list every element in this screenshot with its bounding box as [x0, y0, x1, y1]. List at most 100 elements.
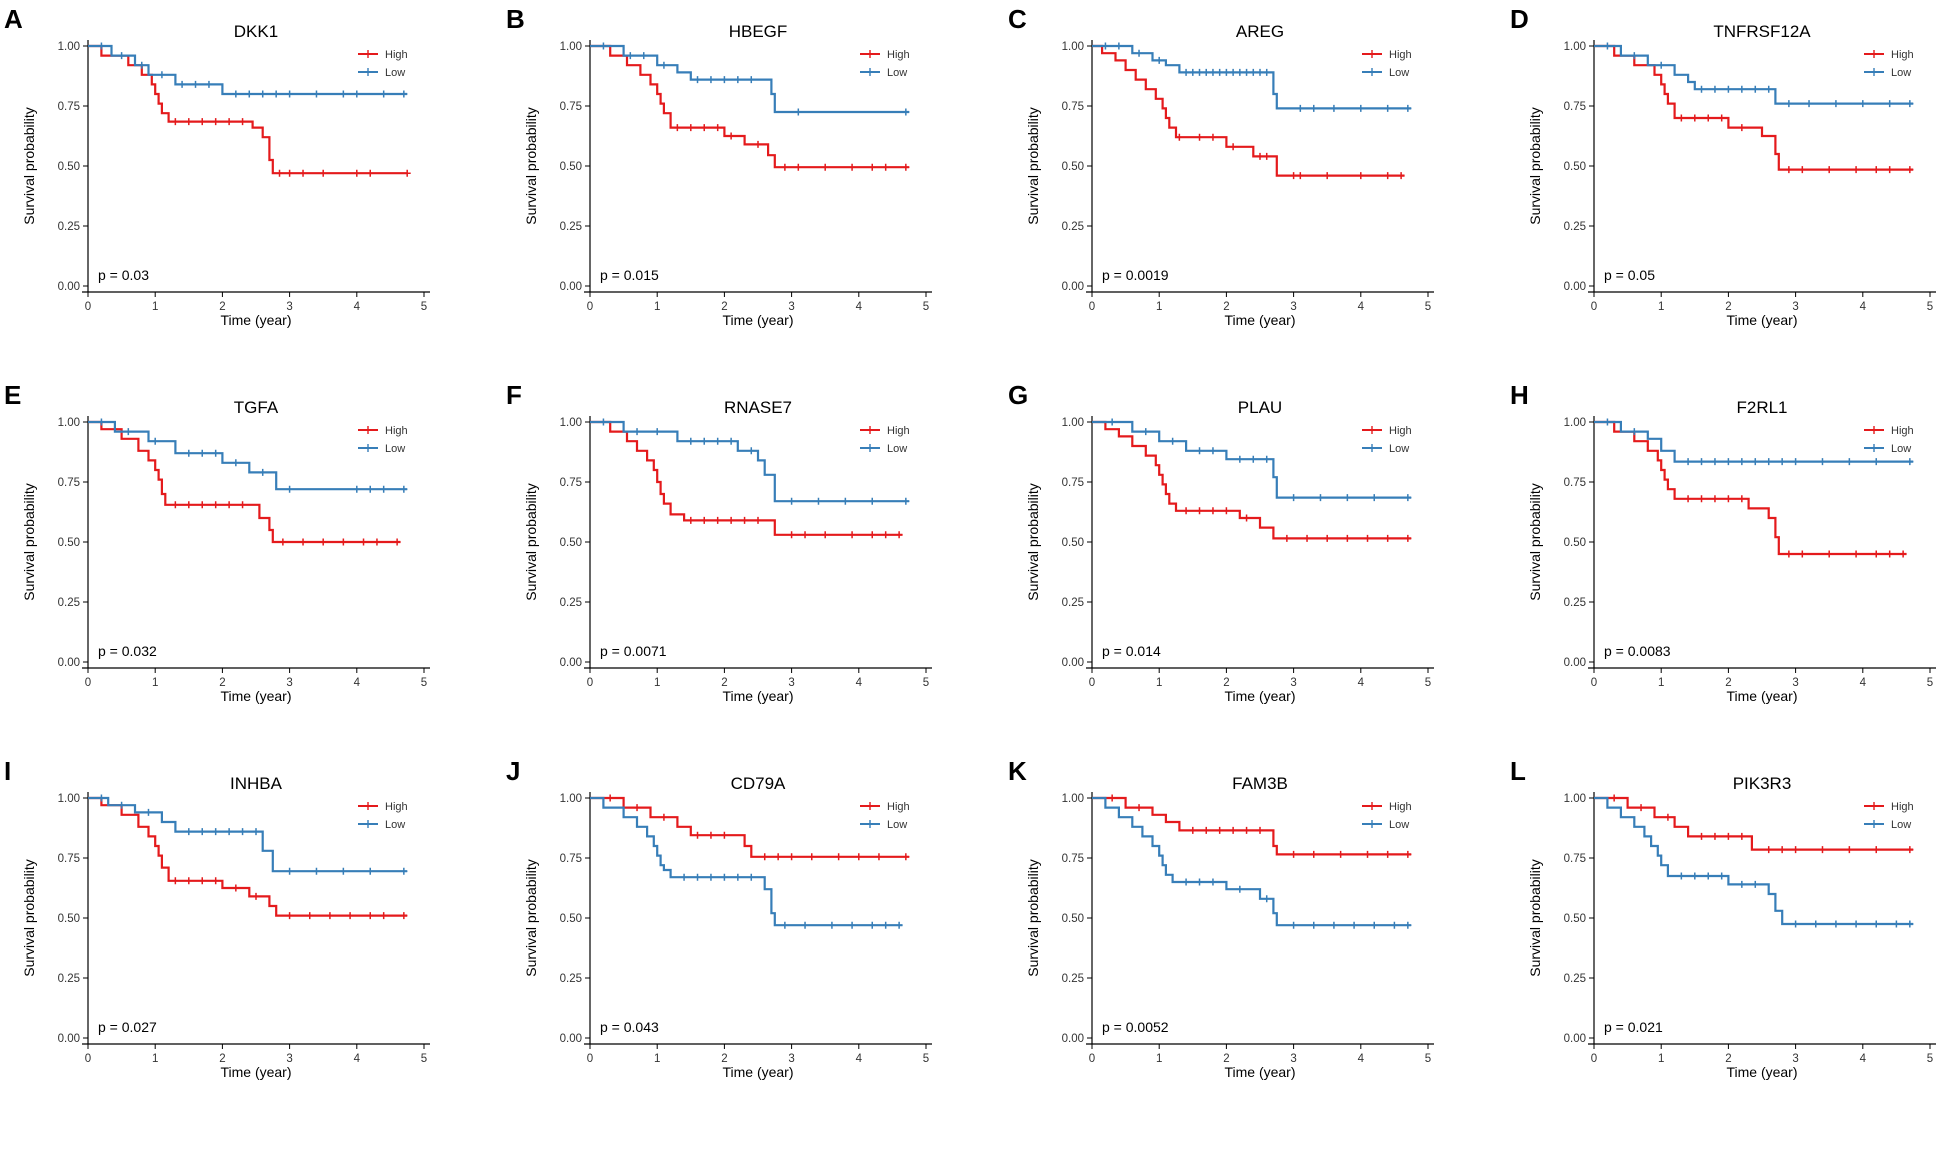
- panel-title: AREG: [1236, 22, 1284, 41]
- censor-mark: [185, 118, 193, 126]
- censor-mark: [720, 76, 728, 84]
- panel-letter: H: [1510, 380, 1529, 410]
- y-tick-label: 0.25: [560, 973, 582, 985]
- censor-mark: [1886, 166, 1894, 174]
- censor-mark: [1303, 534, 1311, 542]
- censor-mark: [1337, 850, 1345, 858]
- km-curve-high: [88, 420, 401, 544]
- censor-mark: [118, 801, 126, 809]
- censor-mark: [400, 485, 408, 493]
- panel-letter: J: [506, 756, 520, 786]
- panel-letter: I: [4, 756, 11, 786]
- y-tick-label: 1.00: [1062, 793, 1084, 805]
- censor-mark: [895, 921, 903, 929]
- censor-mark: [1738, 880, 1746, 888]
- censor-mark: [1691, 114, 1699, 122]
- y-tick-label: 0.00: [1564, 281, 1586, 293]
- censor-mark: [232, 884, 240, 892]
- x-tick-label: 3: [1792, 677, 1798, 689]
- censor-mark: [714, 437, 722, 445]
- y-tick-label: 0.25: [560, 597, 582, 609]
- censor-mark: [1792, 846, 1800, 854]
- km-curve-low: [1092, 420, 1412, 499]
- censor-mark: [788, 531, 796, 539]
- x-axis-label: Time (year): [1224, 1064, 1295, 1080]
- censor-mark: [319, 538, 327, 546]
- x-tick-label: 0: [85, 677, 91, 689]
- censor-mark: [882, 921, 890, 929]
- censor-mark: [727, 516, 735, 524]
- censor-mark: [868, 163, 876, 171]
- censor-mark: [707, 831, 715, 839]
- censor-mark: [1603, 42, 1611, 50]
- censor-mark: [1630, 428, 1638, 436]
- censor-mark: [1630, 52, 1638, 60]
- legend-label-low: Low: [1389, 67, 1409, 79]
- panel-letter: K: [1008, 756, 1027, 786]
- legend-label-high: High: [887, 425, 910, 437]
- km-curve-low: [590, 420, 910, 503]
- censor-mark: [1637, 804, 1645, 812]
- y-tick-label: 1.00: [1564, 793, 1586, 805]
- censor-mark: [660, 813, 668, 821]
- censor-mark: [225, 828, 233, 836]
- x-tick-label: 2: [219, 301, 225, 313]
- x-tick-label: 0: [1089, 1053, 1095, 1065]
- censor-mark: [366, 912, 374, 920]
- censor-mark: [1778, 846, 1786, 854]
- p-value: p = 0.05: [1604, 267, 1655, 283]
- censor-mark: [1310, 921, 1318, 929]
- censor-mark: [808, 853, 816, 861]
- legend-label-low: Low: [1891, 819, 1911, 831]
- censor-mark: [1886, 100, 1894, 108]
- p-value: p = 0.0083: [1604, 643, 1671, 659]
- km-curve-low: [1092, 44, 1412, 110]
- censor-mark: [599, 42, 607, 50]
- p-value: p = 0.027: [98, 1019, 157, 1035]
- censor-mark: [1290, 494, 1298, 502]
- censor-mark: [1236, 455, 1244, 463]
- x-tick-label: 2: [1223, 301, 1229, 313]
- km-curve-low: [88, 796, 408, 873]
- x-axis-label: Time (year): [722, 312, 793, 328]
- censor-mark: [1738, 458, 1746, 466]
- censor-mark: [118, 52, 126, 60]
- censor-mark: [868, 497, 876, 505]
- censor-mark: [1249, 68, 1257, 76]
- y-tick-label: 0.25: [1564, 973, 1586, 985]
- km-curve-low: [1092, 796, 1412, 927]
- censor-mark: [353, 90, 361, 98]
- censor-mark: [1202, 826, 1210, 834]
- censor-mark: [902, 497, 910, 505]
- censor-mark: [1209, 447, 1217, 455]
- km-panel-h: H F2RL1 0.00 0.25 0.50 0.75 1.00 0 1 2 3 4 5 Time (ye…: [1510, 380, 1936, 704]
- censor-mark: [1236, 68, 1244, 76]
- km-curve-high: [1092, 44, 1405, 177]
- y-tick-label: 0.00: [58, 657, 80, 669]
- panel-title: PLAU: [1238, 398, 1282, 417]
- censor-mark: [245, 90, 253, 98]
- x-axis-label: Time (year): [1726, 688, 1797, 704]
- y-axis-label: Survival probability: [1025, 483, 1041, 601]
- y-tick-label: 0.50: [58, 537, 80, 549]
- censor-mark: [1704, 872, 1712, 880]
- censor-mark: [380, 90, 388, 98]
- km-panel-j: J CD79A 0.00 0.25 0.50 0.75 1.00 0 1 2 3 4 5 Time (ye…: [506, 756, 932, 1080]
- x-tick-label: 4: [1358, 301, 1365, 313]
- censor-mark: [1738, 124, 1746, 132]
- y-tick-label: 0.75: [1062, 853, 1084, 865]
- x-tick-label: 0: [85, 301, 91, 313]
- x-tick-label: 2: [721, 301, 727, 313]
- censor-mark: [1872, 920, 1880, 928]
- p-value: p = 0.015: [600, 267, 659, 283]
- censor-mark: [252, 828, 260, 836]
- y-tick-label: 1.00: [1564, 417, 1586, 429]
- censor-mark: [1404, 534, 1412, 542]
- x-tick-label: 5: [1425, 1053, 1431, 1065]
- km-curve-high: [590, 420, 903, 536]
- y-axis-label: Survival probability: [523, 859, 539, 977]
- y-tick-label: 0.75: [560, 101, 582, 113]
- y-tick-label: 0.75: [58, 477, 80, 489]
- x-tick-label: 1: [654, 677, 660, 689]
- legend-label-high: High: [887, 801, 910, 813]
